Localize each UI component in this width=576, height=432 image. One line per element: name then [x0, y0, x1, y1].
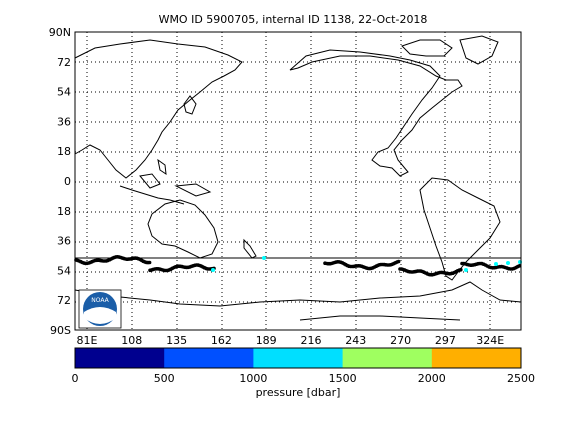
colorbar-frame [74, 347, 522, 369]
lat-tick-label: 36 [57, 235, 71, 248]
float-position [396, 259, 401, 264]
colorbar-tick-label: 1500 [329, 372, 357, 385]
float-position [459, 267, 463, 272]
float-position-highlight [211, 268, 215, 272]
lon-tick-label: 189 [256, 334, 277, 347]
longitude-labels: 81E 108 135 162 189 216 243 270 297 324E [77, 334, 505, 347]
lat-tick-label: 0 [64, 175, 71, 188]
logo-text: NOAA [91, 297, 109, 304]
lat-tick-label: 72 [57, 294, 71, 307]
lon-tick-label: 81E [77, 334, 98, 347]
lat-tick-label: 90S [50, 324, 71, 337]
colorbar-swatch [253, 348, 344, 368]
lon-tick-label: 270 [390, 334, 411, 347]
lon-tick-label: 324E [476, 334, 504, 347]
map-grid [75, 32, 521, 330]
float-position-highlight [464, 268, 468, 272]
map-title: WMO ID 5900705, internal ID 1138, 22-Oct… [159, 13, 428, 26]
map-frame [74, 31, 522, 331]
float-position [147, 260, 152, 265]
logo-wave [84, 307, 116, 324]
lat-tick-label: 54 [57, 264, 71, 277]
map-background [75, 32, 521, 330]
map-panel: NOAA [74, 31, 522, 331]
colorbar-swatch [342, 348, 433, 368]
colorbar-tick-label: 1000 [239, 372, 267, 385]
colorbar-swatch [164, 348, 254, 368]
lat-tick-label: 18 [57, 145, 71, 158]
coastlines [74, 35, 522, 321]
pressure-colorbar: 0 500 1000 1500 2000 2500 pressure [dbar] [72, 347, 535, 399]
float-position-highlight [262, 256, 266, 260]
lat-tick-label: 72 [57, 56, 71, 69]
lon-tick-label: 162 [211, 334, 232, 347]
float-position-highlight [506, 261, 510, 265]
lat-tick-label: 36 [57, 115, 71, 128]
greenland [459, 35, 499, 65]
lon-tick-label: 243 [345, 334, 366, 347]
lat-tick-label: 90N [49, 26, 71, 39]
latitude-labels: 90N 72 54 36 18 0 18 36 54 72 90S [49, 26, 71, 337]
colorbar-tick-label: 500 [154, 372, 175, 385]
lon-tick-label: 297 [435, 334, 456, 347]
arctic-islands [401, 39, 453, 57]
colorbar-tick-label: 2000 [418, 372, 446, 385]
lon-tick-label: 216 [301, 334, 322, 347]
colorbar-swatch [75, 348, 165, 368]
colorbar-label: pressure [dbar] [256, 386, 341, 399]
philippines [157, 158, 167, 176]
noaa-logo: NOAA [78, 289, 122, 329]
colorbar-tick-label: 0 [72, 372, 79, 385]
japan-islands [183, 95, 197, 115]
lat-tick-label: 54 [57, 86, 71, 99]
new-zealand [243, 238, 257, 259]
colorbar-tick-label: 2500 [507, 372, 535, 385]
lat-tick-label: 18 [57, 205, 71, 218]
float-position-highlight [494, 262, 498, 266]
lon-tick-label: 108 [121, 334, 142, 347]
colorbar-swatch [431, 348, 522, 368]
lon-tick-label: 135 [166, 334, 187, 347]
